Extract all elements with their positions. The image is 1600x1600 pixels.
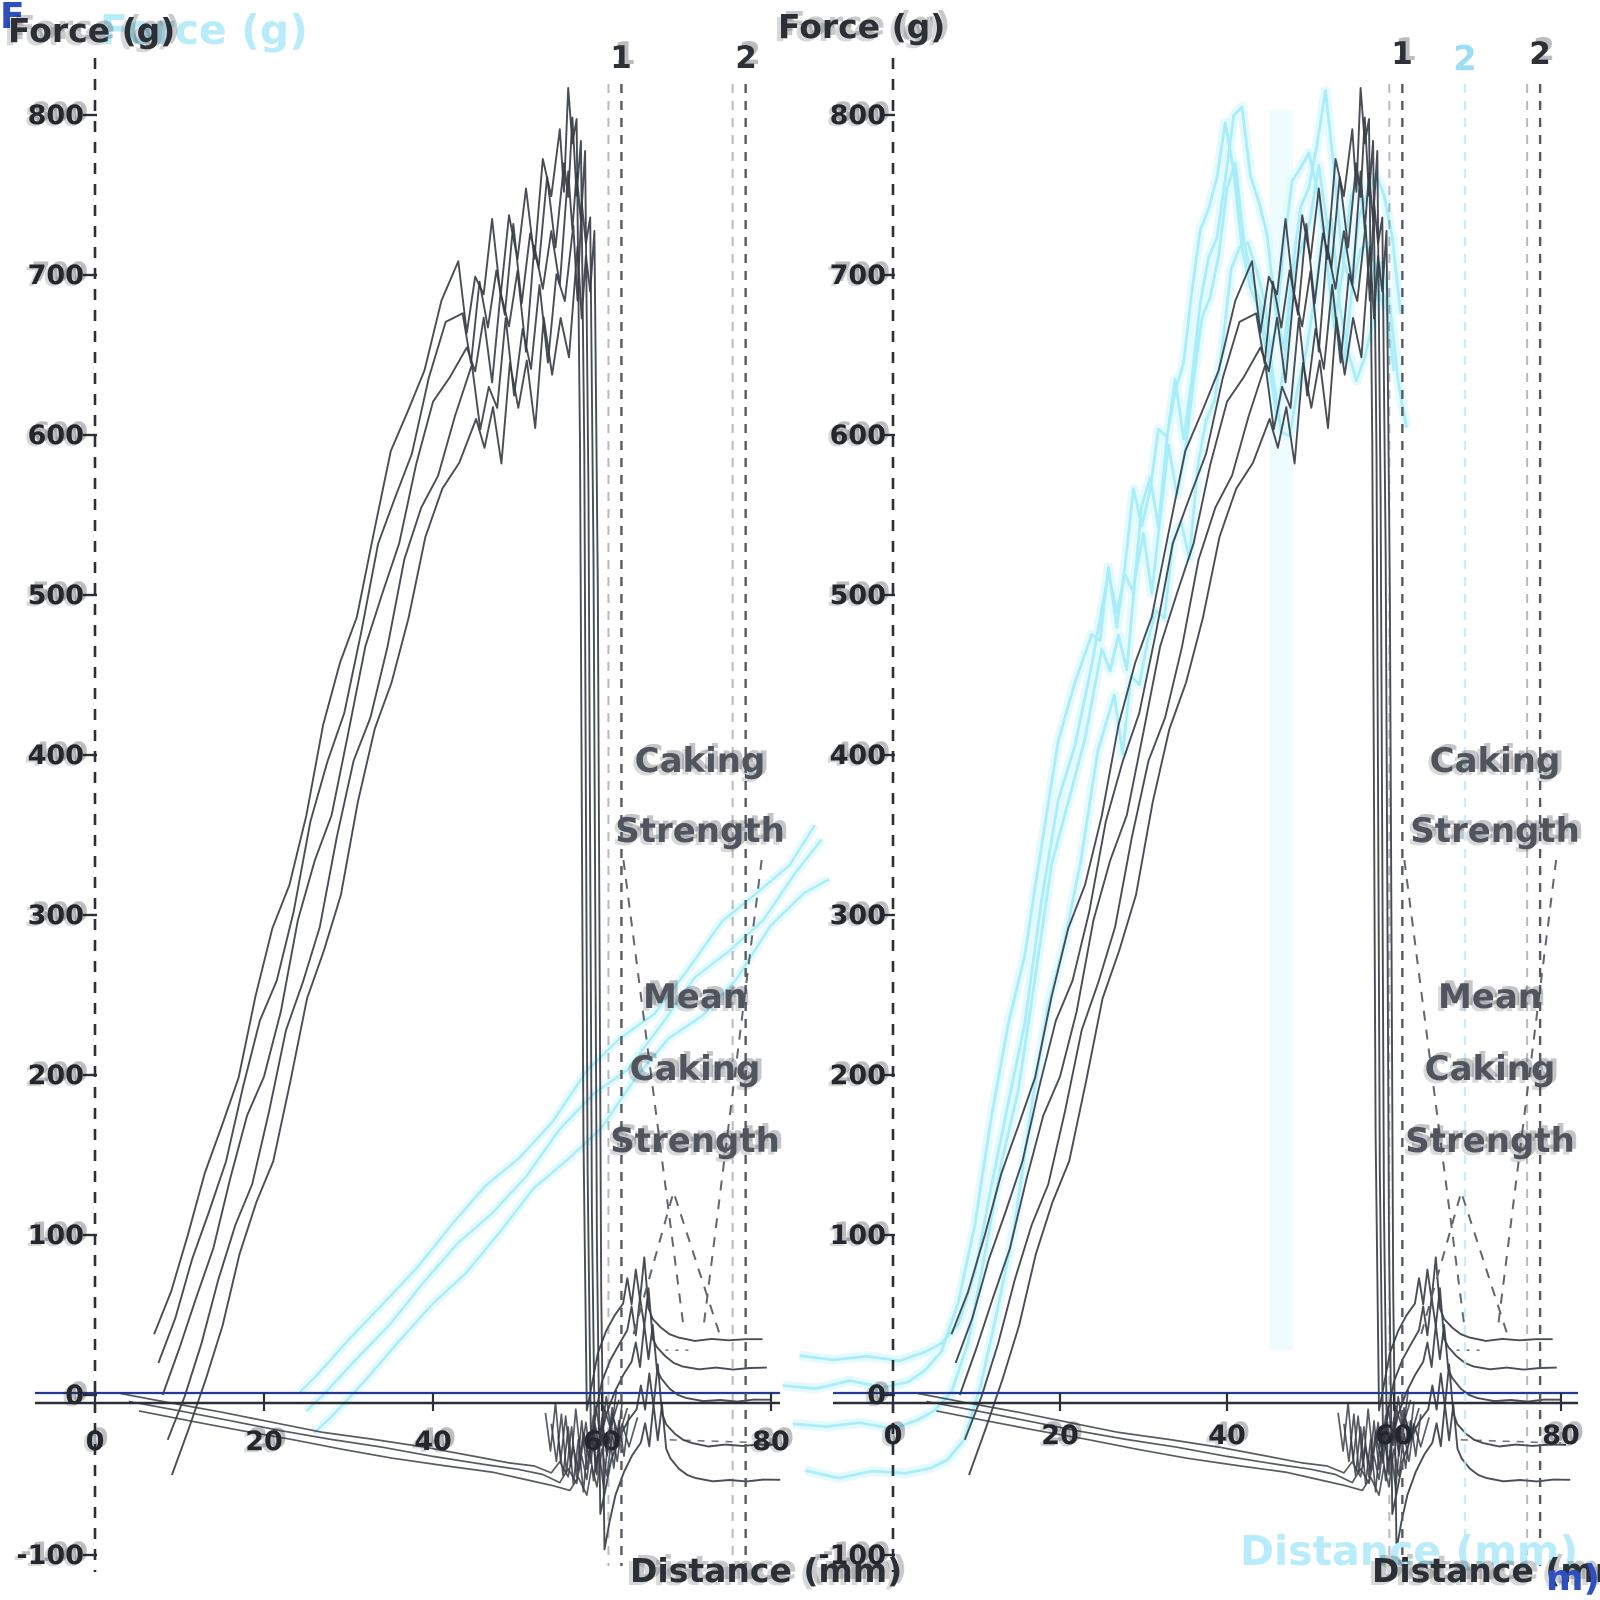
leader-line-right xyxy=(1497,859,1558,1327)
y-tick-label: 100 xyxy=(28,1220,84,1251)
y-tick-label: 600 xyxy=(830,420,886,451)
caking-strength-line2: Strength xyxy=(1410,811,1580,851)
y-tick-label: 100 xyxy=(830,1220,886,1251)
y-tick-label: 700 xyxy=(830,260,886,291)
x-tick-label: 40 xyxy=(1208,1420,1246,1451)
distance-axis-label: Distance (mm) xyxy=(1372,1551,1600,1590)
force-trace xyxy=(950,86,1553,1412)
y-tick-label: 200 xyxy=(830,1060,886,1091)
y-tick-label: 800 xyxy=(830,100,886,131)
leader-line-left xyxy=(622,859,685,1327)
force-trace xyxy=(963,201,1567,1515)
x-tick-label: 20 xyxy=(1041,1420,1079,1451)
x-tick-label: 40 xyxy=(414,1426,452,1457)
y-tick-label: 800 xyxy=(28,100,84,131)
force-trace xyxy=(958,150,1562,1473)
y-tick-label: 500 xyxy=(830,580,886,611)
force-axis-label-cyan-ghost: Force (g) xyxy=(100,6,308,54)
mean-caking-strength-line2: Caking xyxy=(630,1049,761,1089)
cyan-trace xyxy=(799,89,1403,1363)
mean-caking-strength-line1: Mean xyxy=(643,977,747,1017)
y-tick-label: 0 xyxy=(867,1380,886,1411)
cyan-trace xyxy=(305,838,823,1412)
distance-axis-label-cyan-ghost: Distance (mm) xyxy=(1240,1527,1578,1575)
marker-2-label: 2 xyxy=(1529,36,1551,72)
force-axis-label: Force (g) xyxy=(8,11,175,50)
y-tick-label: 700 xyxy=(28,260,84,291)
retraction-tail xyxy=(917,1392,1412,1478)
retraction-tail xyxy=(120,1392,620,1478)
y-tick-label: 600 xyxy=(28,420,84,451)
marker-2-cyan-label: 2 xyxy=(1453,39,1477,79)
mean-caking-strength-line3: Strength xyxy=(1405,1121,1575,1161)
scribble-knot xyxy=(1349,1413,1422,1493)
y-tick-label: -100 xyxy=(818,1540,886,1571)
mean-caking-strength-line1: Mean xyxy=(1438,977,1542,1017)
leader-line-layer xyxy=(622,859,1558,1335)
x-tick-label: 80 xyxy=(1542,1420,1580,1451)
x-tick-label: 0 xyxy=(86,1426,105,1457)
force-axis-label: Force (g) xyxy=(778,7,945,46)
y-tick-label: 400 xyxy=(28,740,84,771)
scribble-knot xyxy=(1337,1390,1410,1468)
tail-dashes xyxy=(669,1439,772,1444)
force-trace xyxy=(153,86,763,1412)
marker-2-label: 2 xyxy=(735,40,757,76)
y-tick-label: 300 xyxy=(830,900,886,931)
y-tick-label: 500 xyxy=(28,580,84,611)
tail-dashes xyxy=(1460,1439,1562,1444)
caking-strength-line2: Strength xyxy=(615,811,785,851)
force-trace xyxy=(166,201,777,1515)
force-label-blue-fragment: F xyxy=(0,0,25,37)
mean-caking-pointer xyxy=(632,1188,721,1335)
mean-caking-strength-line3: Strength xyxy=(610,1121,780,1161)
x-tick-label: 0 xyxy=(884,1420,903,1451)
x-tick-label: 80 xyxy=(752,1426,790,1457)
force-trace xyxy=(161,150,772,1473)
cyan-trace xyxy=(313,878,830,1434)
panel-right-labels: Force (g) 1 2 2 Caking Strength Mean Cak… xyxy=(778,7,1600,1599)
y-tick-label: 0 xyxy=(65,1380,84,1411)
x-tick-label: 20 xyxy=(245,1426,283,1457)
caking-strength-line1: Caking xyxy=(1430,741,1561,781)
force-trace xyxy=(171,229,781,1551)
mean-caking-strength-line2: Caking xyxy=(1425,1049,1556,1089)
leader-line-right xyxy=(702,859,763,1327)
scribble-knot xyxy=(557,1413,630,1493)
x-tick-label: 60 xyxy=(583,1426,621,1457)
y-tick-label: 300 xyxy=(28,900,84,931)
cyan-trace xyxy=(298,824,816,1394)
distance-label-blue-fragment: m) xyxy=(1546,1558,1600,1599)
marker-1-label: 1 xyxy=(1391,36,1413,72)
dark-trace-layer xyxy=(120,86,1571,1551)
caking-strength-line1: Caking xyxy=(635,741,766,781)
cyan-trace xyxy=(782,121,1386,1390)
leader-line-left xyxy=(1403,859,1466,1327)
panel-left-labels: F Force (g) Force (g) 1 2 Caking Strengt… xyxy=(0,0,902,1590)
y-tick-label: -100 xyxy=(16,1540,84,1571)
marker-line-layer xyxy=(607,84,1542,1566)
y-tick-label: 400 xyxy=(830,740,886,771)
x-tick-label: 60 xyxy=(1375,1420,1413,1451)
distance-axis-label: Distance (mm) xyxy=(630,1551,902,1590)
mean-caking-pointer xyxy=(1420,1188,1509,1335)
y-tick-label: 200 xyxy=(28,1060,84,1091)
marker-1-label: 1 xyxy=(610,40,632,76)
force-trace xyxy=(968,229,1571,1551)
axes-layer xyxy=(35,58,1578,1572)
scribble-knot xyxy=(544,1390,618,1468)
